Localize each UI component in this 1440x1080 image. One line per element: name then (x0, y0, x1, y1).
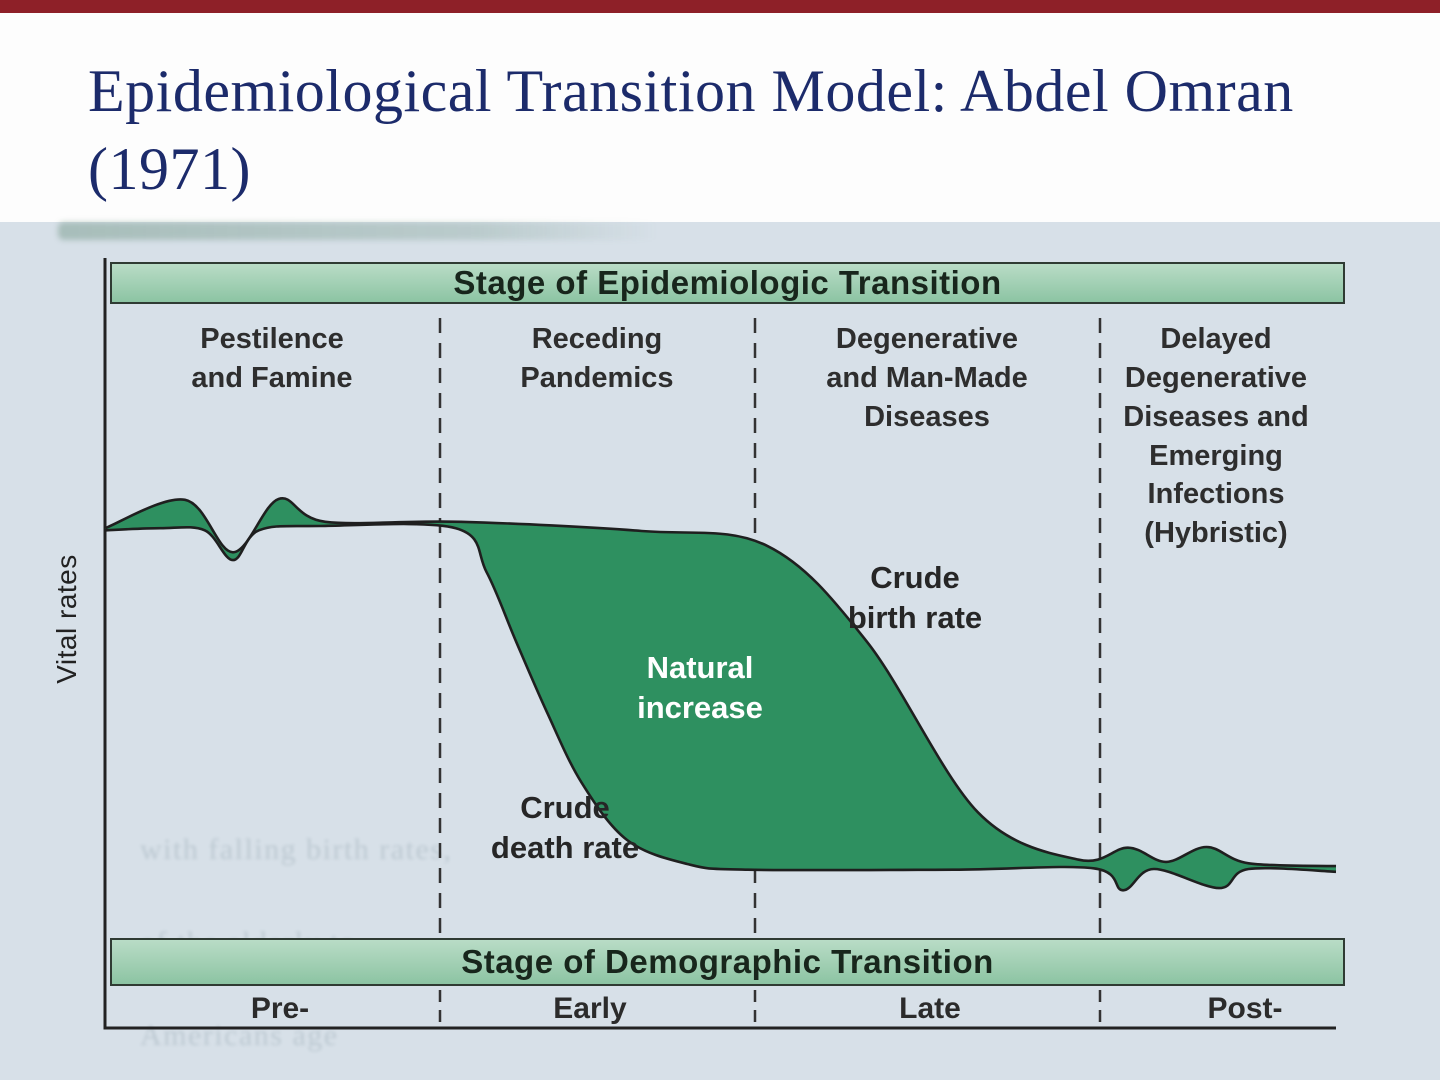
top-accent-bar (0, 0, 1440, 13)
demographic-stage-late: Late (899, 992, 961, 1025)
demographic-transition-banner: Stage of Demographic Transition (110, 938, 1345, 986)
bleedthrough-line: Americans age (140, 1018, 339, 1052)
stage-label-receding-pandemics: Receding Pandemics (520, 323, 674, 394)
crude-death-rate-curve (104, 522, 1337, 892)
stage-label-pestilence-and-famine: Pestilence and Famine (191, 323, 353, 394)
crude-birth-rate-label: Crude birth rate (847, 560, 983, 635)
stage-label-degenerative-diseases: Degenerative and Man-Made Diseases (826, 323, 1028, 433)
demographic-stage-post: Post- (1207, 992, 1283, 1025)
epidemiologic-transition-banner: Stage of Epidemiologic Transition (110, 262, 1345, 304)
slide-title: Epidemiological Transition Model: Abdel … (88, 58, 1294, 202)
demographic-stage-early: Early (553, 992, 627, 1025)
crude-birth-rate-curve (104, 497, 1337, 868)
epidemiologic-transition-figure: ed States. This de- cable disease moved … (0, 222, 1440, 1080)
natural-increase-label: Natural increase (637, 650, 763, 725)
crude-death-rate-label: Crude death rate (490, 790, 640, 865)
vital-rate-curves (104, 497, 1337, 892)
stage-label-delayed-degenerative: Delayed Degenerative Diseases and Emergi… (1123, 323, 1309, 550)
bleedthrough-smudge (58, 222, 658, 240)
bleedthrough-line: with falling birth rates, (140, 832, 453, 866)
bleedthrough-text: with falling birth rates, of the elderly… (140, 780, 680, 1080)
natural-increase-area (105, 498, 1336, 891)
y-axis-label-vital-rates: Vital rates (51, 554, 82, 684)
demographic-stage-pre: Pre- (250, 992, 310, 1025)
transition-chart (103, 258, 1337, 1030)
axis-lines (103, 258, 1336, 1030)
